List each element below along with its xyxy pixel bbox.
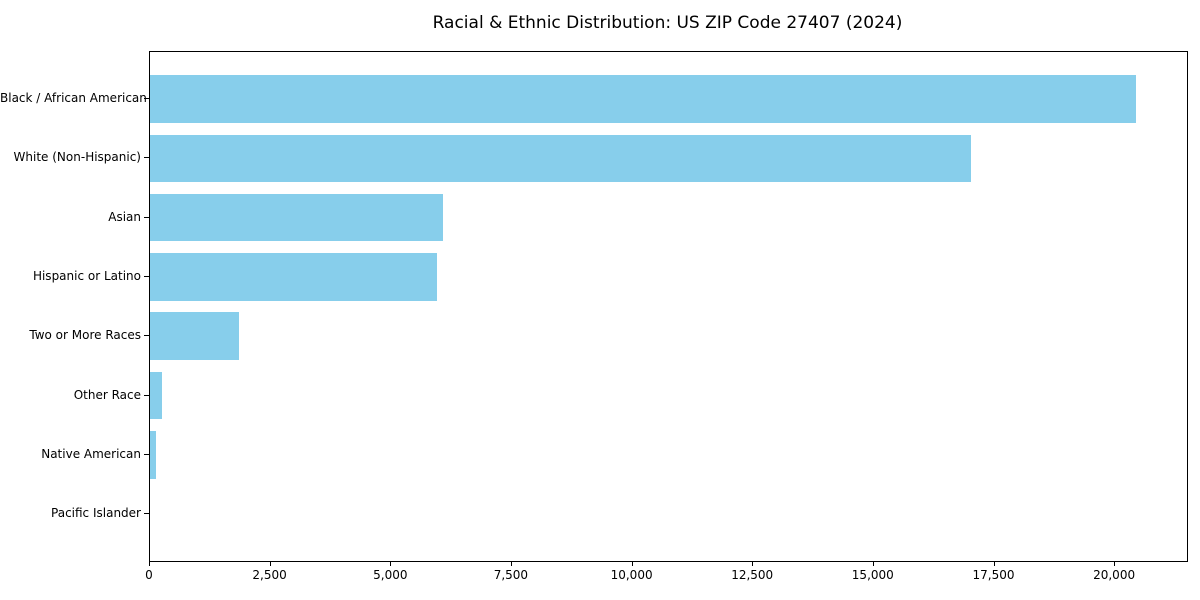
y-tick-mark xyxy=(144,453,149,455)
x-tick-label: 20,000 xyxy=(1093,568,1136,582)
y-tick-mark xyxy=(144,97,149,99)
bar xyxy=(150,75,1136,123)
y-tick-mark xyxy=(144,513,149,515)
bar xyxy=(150,371,163,420)
x-tick-label: 2,500 xyxy=(252,568,287,582)
bar xyxy=(150,431,156,479)
y-tick-mark xyxy=(144,394,149,396)
y-tick-mark xyxy=(144,157,149,159)
x-tick-label: 15,000 xyxy=(851,568,894,582)
x-tick-mark xyxy=(872,561,874,566)
chart-title: Racial & Ethnic Distribution: US ZIP Cod… xyxy=(432,13,903,33)
y-tick-mark xyxy=(144,335,149,337)
y-tick-mark xyxy=(144,216,149,218)
y-tick-label: Asian xyxy=(108,209,141,224)
x-tick-mark xyxy=(510,561,512,566)
x-tick-mark xyxy=(993,561,995,566)
x-tick-mark xyxy=(752,561,754,566)
bar xyxy=(150,253,438,301)
bar xyxy=(150,312,239,360)
x-tick-label: 12,500 xyxy=(731,568,774,582)
y-tick-label: Other Race xyxy=(73,387,141,402)
y-tick-label: White (Non-Hispanic) xyxy=(13,150,141,165)
y-tick-label: Hispanic or Latino xyxy=(32,268,141,283)
x-tick-label: 10,000 xyxy=(610,568,653,582)
y-tick-mark xyxy=(144,275,149,277)
plot-area xyxy=(149,51,1188,562)
bar xyxy=(150,134,972,182)
x-tick-mark xyxy=(1114,561,1116,566)
y-tick-label: Two or More Races xyxy=(29,328,141,343)
y-tick-label: Pacific Islander xyxy=(51,506,141,521)
y-tick-label: Native American xyxy=(41,446,141,461)
x-tick-mark xyxy=(390,561,392,566)
x-tick-label: 17,500 xyxy=(972,568,1015,582)
x-tick-mark xyxy=(631,561,633,566)
x-tick-label: 7,500 xyxy=(493,568,529,582)
y-tick-label: Black / African American xyxy=(0,90,147,105)
x-tick-label: 0 xyxy=(145,568,153,582)
x-tick-mark xyxy=(269,561,271,566)
x-tick-mark xyxy=(149,561,150,566)
x-tick-label: 5,000 xyxy=(373,568,408,582)
bar xyxy=(150,193,444,242)
